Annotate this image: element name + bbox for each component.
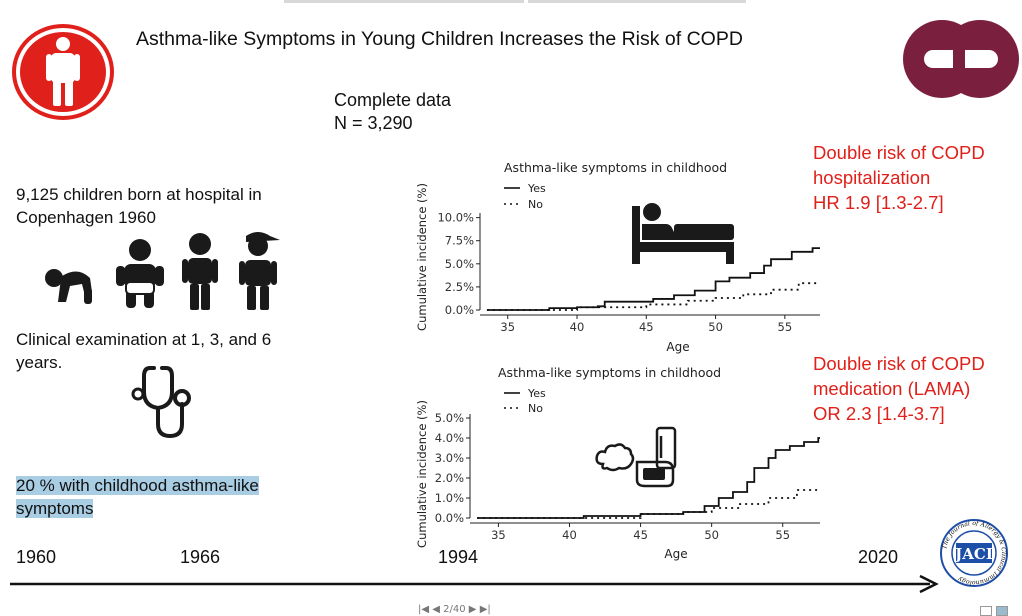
asthma-symptoms-text: 20 % with childhood asthma-like symptoms [16,476,259,518]
y-axis-label: Cumulative incidence (%) [415,400,429,548]
medication-result: Double risk of COPD medication (LAMA) OR… [813,353,985,424]
last-page-icon[interactable]: ▶| [479,604,491,615]
y-tick-label: 3.0% [435,451,464,465]
jaci-journal-badge: The Journal of Allergy & Clinical Immuno… [940,519,1008,587]
x-tick-label: 40 [570,320,585,334]
slide-title: Asthma-like Symptoms in Young Children I… [136,28,743,50]
timeline-year-1994: 1994 [438,547,479,567]
legend-label-no: No [528,198,543,211]
x-tick-label: 45 [639,320,654,334]
exam-text: Clinical examination at 1, 3, and 6 year… [16,330,272,372]
y-tick-label: 1.0% [435,491,464,505]
y-tick-label: 0.0% [445,303,474,317]
chart-title: Asthma-like symptoms in childhood [498,365,721,380]
x-axis-label: Age [666,340,689,354]
x-tick-label: 50 [704,528,719,542]
inhaler-icon [595,426,677,488]
y-tick-label: 2.0% [435,471,464,485]
chart-title: Asthma-like symptoms in childhood [504,160,727,175]
x-tick-label: 35 [491,528,506,542]
hospital-bed-icon [632,203,734,264]
timeline-arrow-icon [10,574,939,594]
jaci-center-text: JACI [953,545,993,563]
x-tick-label: 45 [633,528,648,542]
person-icon [12,24,114,120]
y-tick-label: 10.0% [437,211,474,225]
x-axis-label: Age [664,547,687,561]
y-axis-label: Cumulative incidence (%) [415,183,429,331]
complete-data-label: Complete data N = 3,290 [334,90,452,133]
children-icon [45,232,280,310]
page-indicator: 2/40 [443,604,466,615]
series-line-no [486,282,820,311]
series-line-yes [477,437,820,519]
legend-label-yes: Yes [527,387,546,400]
x-tick-label: 50 [708,320,723,334]
view-toggle-icon[interactable] [980,606,992,616]
timeline-year-2020: 2020 [858,547,899,567]
top-bar-segment [528,0,746,3]
x-tick-label: 35 [500,320,515,334]
stethoscope-icon [131,366,191,439]
y-tick-label: 5.0% [445,257,474,271]
y-tick-label: 5.0% [435,411,464,425]
view-toggle-icon[interactable] [996,606,1008,616]
timeline-year-1966: 1966 [180,547,221,567]
y-tick-label: 2.5% [445,280,474,294]
cohort-text: 9,125 children born at hospital in Copen… [16,185,262,227]
y-tick-label: 4.0% [435,431,464,445]
x-tick-label: 40 [562,528,577,542]
next-page-icon[interactable]: ▶ [468,604,477,615]
cc-logo-icon [903,20,1019,98]
y-tick-label: 7.5% [445,234,474,248]
medication-chart: Asthma-like symptoms in childhood Yes No… [415,365,820,561]
slide-pager[interactable]: |◀ ◀ 2/40 ▶ ▶| [418,604,491,615]
timeline-year-1960: 1960 [16,547,57,567]
x-tick-label: 55 [775,528,790,542]
hospitalization-result: Double risk of COPD hospitalization HR 1… [813,142,985,213]
first-page-icon[interactable]: |◀ [418,604,430,615]
series-line-no [477,489,820,519]
legend-label-no: No [528,402,543,415]
x-tick-label: 55 [778,320,793,334]
top-bar-segment [284,0,524,3]
legend-label-yes: Yes [527,182,546,195]
hospitalization-chart: Asthma-like symptoms in childhood Yes No… [415,160,820,354]
y-tick-label: 0.0% [435,511,464,525]
series-line-yes [486,247,820,311]
prev-page-icon[interactable]: ◀ [432,604,440,615]
